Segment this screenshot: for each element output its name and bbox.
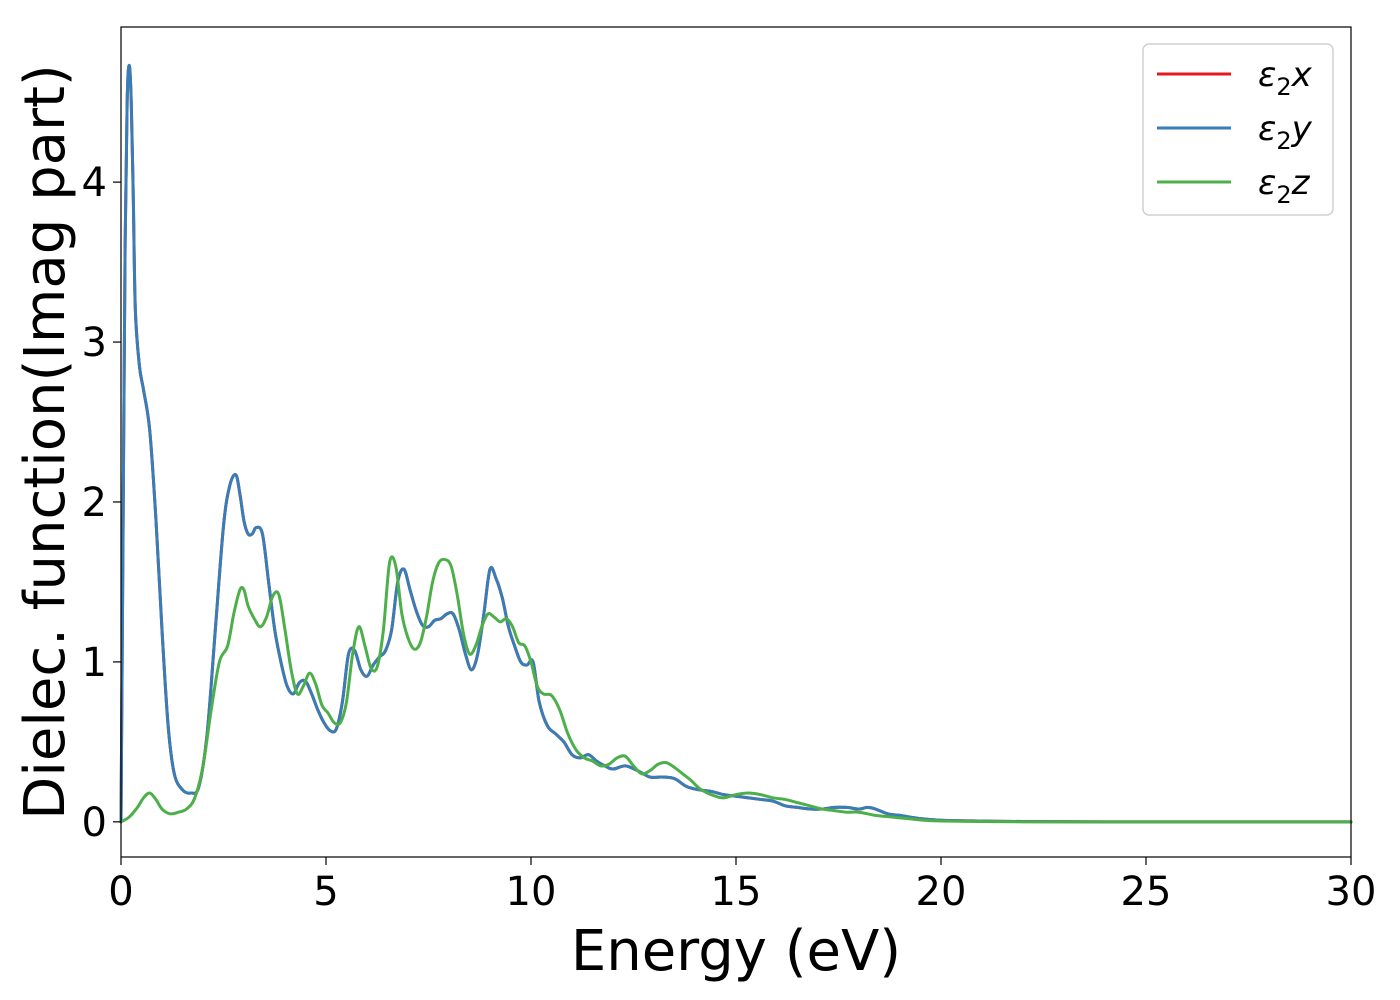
y-tick-label: 3 xyxy=(82,320,107,366)
series-layer xyxy=(119,63,1353,824)
legend-box xyxy=(1142,43,1334,216)
y-axis-ticks: 0 1 2 3 4 xyxy=(82,160,121,846)
x-tick-label: 15 xyxy=(711,869,762,915)
legend-label-z: ε2z xyxy=(1258,163,1311,209)
x-tick-label: 0 xyxy=(108,869,133,915)
x-tick-label: 20 xyxy=(916,869,967,915)
y-tick-label: 4 xyxy=(82,160,107,206)
series-line-y xyxy=(119,63,1353,824)
y-axis-label: Dielec. function(Imag part) xyxy=(13,64,78,820)
x-tick-label: 10 xyxy=(506,869,557,915)
legend-label-x: ε2x xyxy=(1258,55,1313,101)
x-tick-label: 5 xyxy=(313,869,338,915)
x-axis-label: Energy (eV) xyxy=(571,919,901,984)
y-tick-label: 2 xyxy=(82,480,107,526)
series-line-z xyxy=(119,555,1353,824)
y-tick-label: 1 xyxy=(82,640,107,686)
x-axis-ticks: 0 5 10 15 20 25 30 xyxy=(108,857,1376,915)
y-tick-label: 0 xyxy=(82,800,107,846)
x-tick-label: 25 xyxy=(1121,869,1172,915)
legend: ε2x ε2y ε2z xyxy=(1142,43,1334,216)
x-tick-label: 30 xyxy=(1326,869,1377,915)
legend-label-y: ε2y xyxy=(1258,109,1313,155)
